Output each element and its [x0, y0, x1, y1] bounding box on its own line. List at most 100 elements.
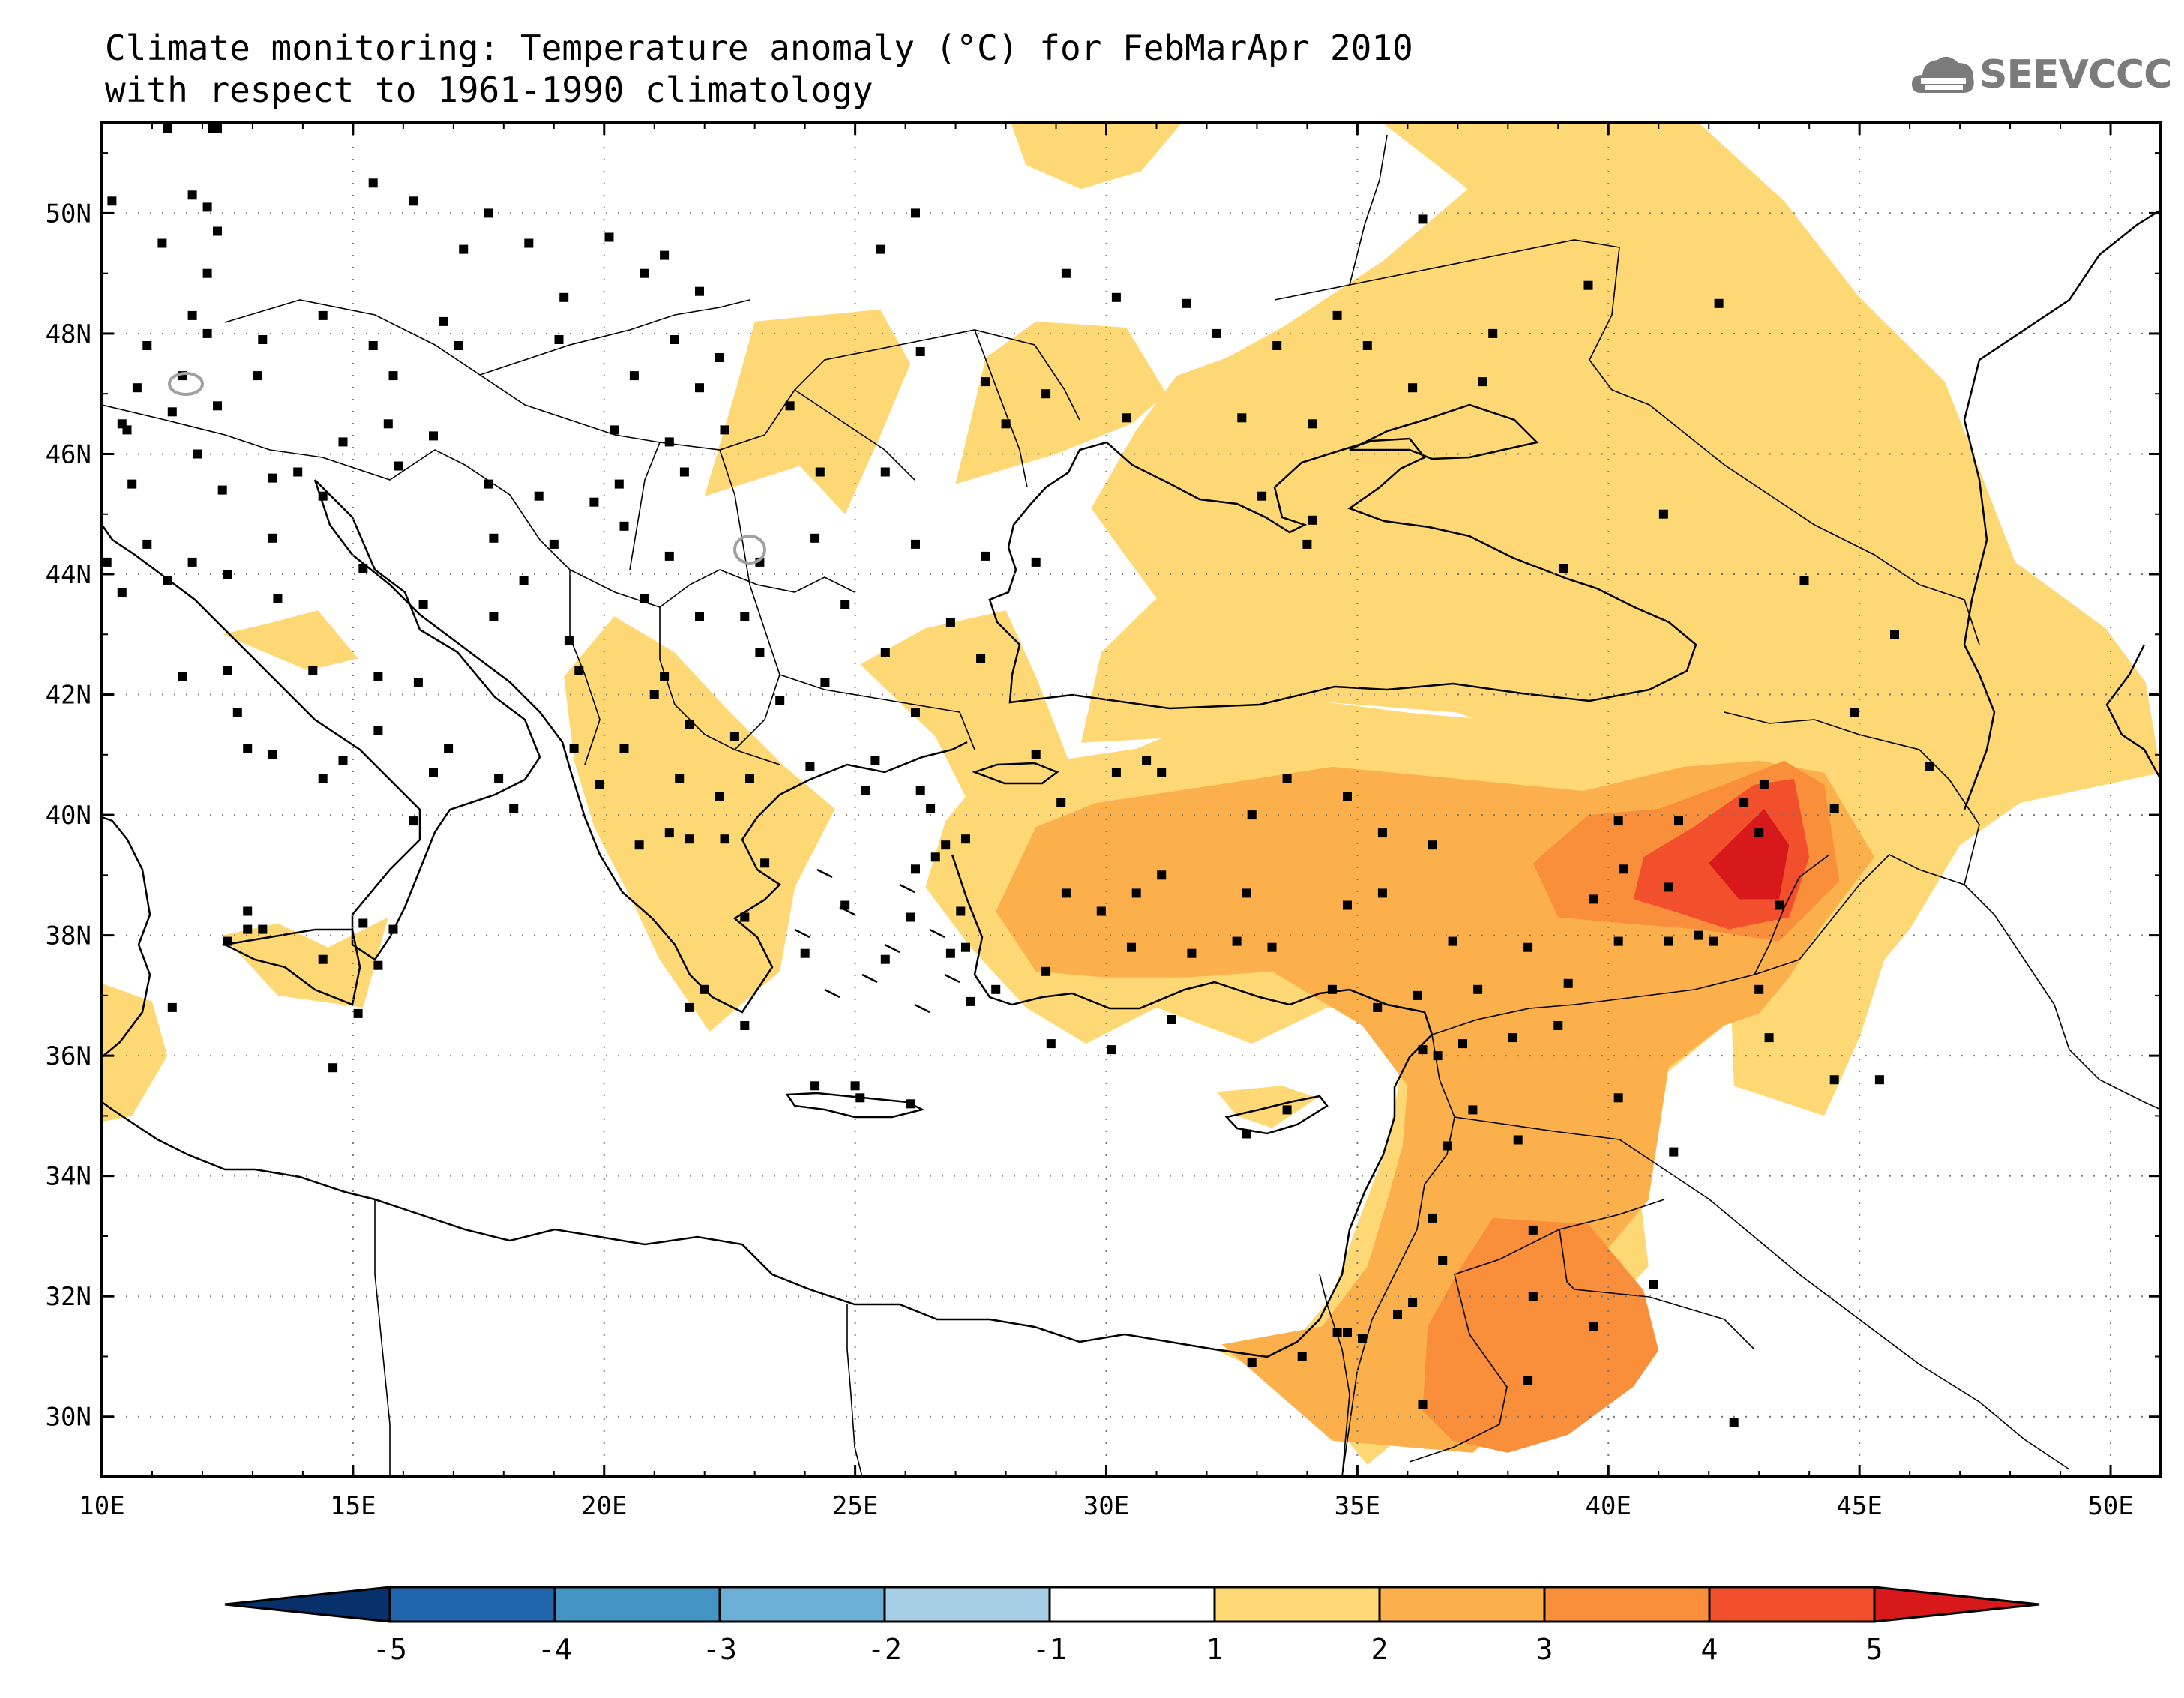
station-marker-271 [268, 533, 277, 543]
station-marker-98 [1829, 804, 1839, 813]
station-marker-181 [961, 834, 970, 844]
station-marker-2 [213, 124, 222, 133]
station-marker-63 [815, 467, 825, 477]
station-marker-14 [253, 371, 262, 381]
coastline-sicily [222, 928, 361, 1006]
station-marker-239 [444, 744, 454, 753]
station-marker-64 [785, 401, 795, 411]
coastline-aegean-islands [794, 868, 960, 1014]
y-tick-label-40N: 40N [46, 801, 91, 831]
station-marker-247 [353, 1008, 363, 1018]
station-marker-149 [1327, 984, 1337, 994]
station-marker-25 [695, 286, 704, 296]
station-marker-208 [861, 786, 870, 795]
missing-data-contours [168, 372, 766, 565]
station-marker-39 [614, 479, 624, 489]
station-marker-180 [926, 804, 936, 813]
station-marker-250 [223, 936, 232, 946]
station-marker-205 [840, 900, 850, 910]
station-marker-8 [202, 268, 212, 278]
station-marker-234 [187, 557, 197, 567]
station-marker-53 [945, 618, 955, 627]
coastline-anatolia-levant [951, 854, 1434, 1358]
station-marker-231 [167, 407, 177, 417]
station-marker-265 [117, 588, 127, 597]
station-marker-22 [559, 292, 569, 302]
station-marker-176 [991, 984, 1001, 994]
station-marker-80 [1488, 328, 1498, 338]
anomaly-fill-layer [102, 123, 2161, 1465]
station-marker-201 [850, 1081, 860, 1091]
station-marker-264 [163, 576, 172, 585]
station-marker-261 [223, 666, 232, 675]
station-marker-221 [338, 437, 348, 447]
anomaly-region->5-15 [1709, 809, 1790, 900]
station-marker-46 [619, 744, 629, 753]
anomaly-region-1-2-7 [222, 917, 388, 1008]
stations-layer [102, 124, 1934, 1427]
border-lines-africa [374, 1199, 863, 1477]
y-tick-label-36N: 36N [46, 1041, 91, 1071]
station-marker-66 [915, 347, 925, 356]
station-marker-207 [906, 912, 915, 922]
colorbar-box-8 [1708, 1586, 1876, 1623]
station-marker-150 [1267, 942, 1277, 952]
coastline-adriatic-east [313, 479, 571, 769]
x-tick-label-45E: 45E [1836, 1491, 1882, 1521]
station-marker-153 [1242, 888, 1251, 898]
station-marker-58 [810, 533, 820, 543]
station-marker-4 [187, 190, 197, 200]
y-tick-label-50N: 50N [46, 199, 91, 229]
station-marker-230 [193, 449, 202, 459]
colorbar-boxes [224, 1586, 2040, 1623]
station-marker-106 [1709, 936, 1718, 946]
logo-text: SEEVCCC [1979, 52, 2172, 97]
gridlines-layer [102, 123, 2161, 1477]
station-marker-36 [720, 425, 729, 435]
station-marker-11 [142, 341, 152, 350]
y-tick-label-34N: 34N [46, 1162, 91, 1192]
station-marker-18 [368, 341, 378, 350]
anomaly-region-3-4-13 [1422, 1217, 1659, 1453]
anomaly-region-1-2-0 [1081, 123, 2161, 1116]
station-marker-166 [1041, 966, 1051, 976]
station-marker-83 [1362, 341, 1372, 350]
station-marker-200 [906, 1099, 915, 1109]
station-marker-16 [368, 178, 378, 188]
colorbar-label-7: 3 [1536, 1633, 1553, 1666]
station-marker-147 [1282, 1105, 1292, 1115]
station-marker-84 [1408, 383, 1418, 393]
station-marker-28 [484, 208, 493, 218]
station-marker-31 [604, 232, 614, 242]
coastline-italy [102, 479, 541, 961]
station-marker-183 [915, 786, 925, 795]
station-marker-270 [117, 419, 127, 429]
station-marker-238 [373, 726, 383, 735]
coastline-layer [102, 208, 2161, 1358]
station-marker-101 [1739, 798, 1749, 807]
coastline-azov-sea [1349, 403, 1539, 460]
station-marker-251 [258, 924, 268, 934]
station-marker-137 [1528, 1225, 1538, 1235]
station-marker-257 [318, 774, 328, 783]
station-marker-217 [394, 461, 403, 471]
station-marker-29 [459, 244, 469, 254]
station-marker-184 [870, 756, 880, 765]
station-marker-141 [1589, 1322, 1598, 1331]
station-marker-134 [1393, 1310, 1402, 1319]
cloud-icon [1912, 56, 1974, 93]
station-marker-159 [1282, 774, 1292, 783]
station-marker-142 [1523, 1376, 1533, 1385]
station-marker-252 [243, 906, 253, 916]
station-marker-27 [715, 353, 724, 362]
station-marker-203 [880, 954, 890, 964]
coastline-tunisia [102, 816, 151, 1058]
station-marker-171 [1232, 936, 1242, 946]
station-marker-177 [956, 906, 966, 916]
station-marker-10 [202, 328, 212, 338]
station-marker-174 [1046, 1039, 1056, 1049]
station-marker-194 [740, 912, 750, 922]
station-marker-49 [775, 696, 785, 705]
y-tick-label-46N: 46N [46, 439, 91, 469]
